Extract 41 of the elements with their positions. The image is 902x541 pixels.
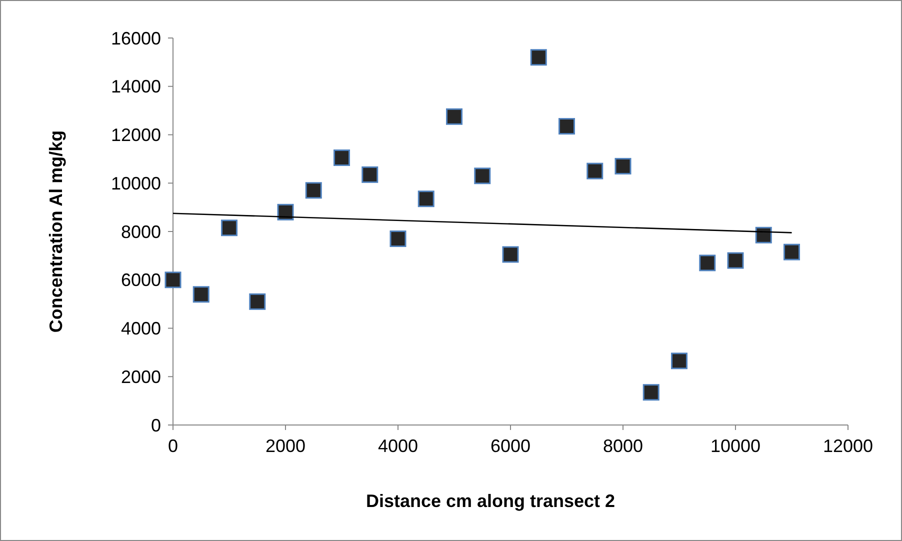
x-tick-label: 12000 bbox=[822, 436, 874, 456]
y-tick-label: 12000 bbox=[110, 125, 161, 146]
x-axis-title: Distance cm along transect 2 bbox=[366, 491, 616, 511]
point bbox=[164, 272, 182, 288]
point bbox=[755, 226, 772, 244]
y-tick-label: 10000 bbox=[110, 173, 161, 194]
point bbox=[642, 384, 660, 401]
point bbox=[390, 230, 406, 248]
y-tick-label: 16000 bbox=[110, 28, 161, 48]
point bbox=[192, 286, 210, 303]
x-tick-label: 8000 bbox=[602, 436, 644, 456]
point bbox=[671, 352, 688, 370]
point bbox=[699, 254, 716, 272]
point bbox=[362, 166, 378, 183]
point bbox=[221, 220, 238, 236]
y-tick-label: 2000 bbox=[120, 366, 161, 387]
point bbox=[784, 244, 800, 260]
point bbox=[614, 158, 632, 174]
point bbox=[334, 149, 350, 166]
point bbox=[502, 246, 519, 263]
x-tick-label: 2000 bbox=[265, 436, 306, 456]
y-tick-label: 6000 bbox=[120, 270, 161, 290]
y-tick-label: 8000 bbox=[120, 222, 161, 242]
y-tick-label: 4000 bbox=[120, 318, 161, 339]
x-tick-label: 6000 bbox=[490, 436, 531, 456]
x-tick-label: 10000 bbox=[710, 436, 761, 456]
point bbox=[249, 293, 266, 310]
point bbox=[727, 252, 744, 269]
y-tick-label: 0 bbox=[150, 415, 161, 436]
point bbox=[446, 108, 462, 125]
x-tick-label: 0 bbox=[168, 436, 178, 456]
point bbox=[305, 182, 322, 199]
point bbox=[474, 168, 491, 184]
point bbox=[558, 118, 575, 135]
point bbox=[530, 49, 547, 66]
x-tick-label: 4000 bbox=[378, 436, 418, 456]
point bbox=[418, 190, 434, 208]
point bbox=[586, 162, 604, 180]
point bbox=[277, 204, 294, 220]
y-tick-label: 14000 bbox=[110, 76, 161, 97]
y-axis-title: Concentration Al mg/kg bbox=[46, 130, 66, 333]
